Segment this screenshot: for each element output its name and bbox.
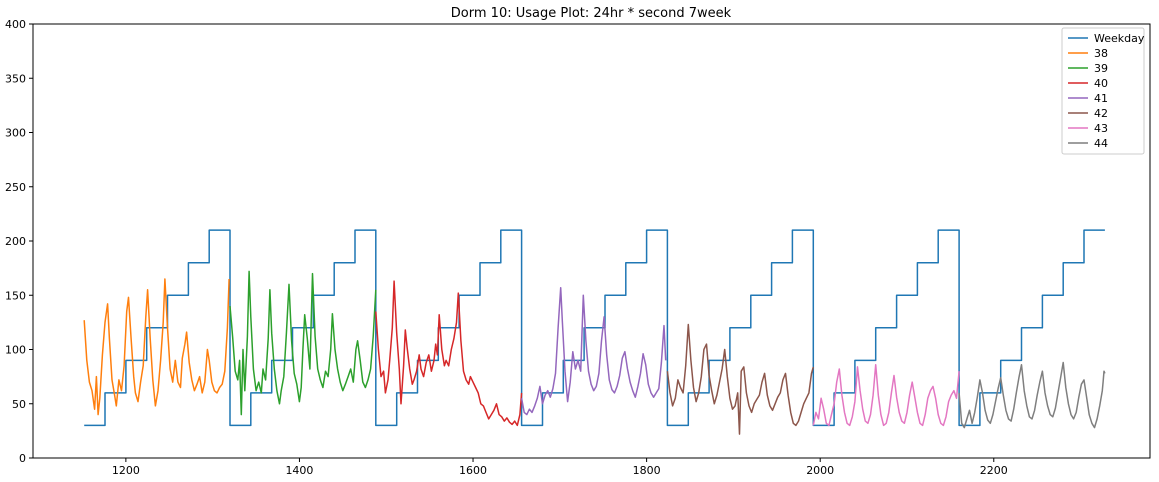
x-tick-label: 1800 — [633, 464, 661, 477]
series-line-38 — [83, 278, 230, 416]
legend-label: 39 — [1094, 62, 1108, 75]
series-line-weekday — [84, 229, 1105, 427]
plot-area — [83, 229, 1106, 435]
x-tick-label: 1400 — [285, 464, 313, 477]
legend: Weekday 38 39 40 41 42 43 44 — [1061, 27, 1145, 155]
legend-label: 43 — [1094, 122, 1108, 135]
chart-title: Dorm 10: Usage Plot: 24hr * second 7week — [451, 6, 732, 21]
legend-label: 44 — [1094, 137, 1108, 150]
series-line-44 — [958, 361, 1106, 429]
legend-label: 42 — [1094, 107, 1108, 120]
y-tick-label: 200 — [5, 235, 26, 248]
y-tick-label: 0 — [19, 452, 26, 465]
y-tick-label: 400 — [5, 18, 26, 31]
series-line-41 — [520, 286, 667, 416]
x-tick-label: 2200 — [980, 464, 1008, 477]
legend-box — [1061, 27, 1145, 155]
y-tick-label: 350 — [5, 72, 26, 85]
series-line-43 — [812, 363, 960, 427]
y-tick-label: 150 — [5, 289, 26, 302]
y-tick-label: 250 — [5, 181, 26, 194]
series-line-42 — [666, 323, 815, 435]
x-axis: 1200 1400 1600 1800 2000 2200 — [112, 458, 1008, 477]
x-tick-label: 1600 — [459, 464, 487, 477]
series-line-39 — [229, 270, 377, 416]
legend-label: 38 — [1094, 47, 1108, 60]
series-line-40 — [375, 280, 523, 427]
x-tick-label: 1200 — [112, 464, 140, 477]
x-tick-label: 2000 — [806, 464, 834, 477]
y-axis: 0 50 100 150 200 250 300 350 400 — [5, 18, 33, 465]
legend-label: 41 — [1094, 92, 1108, 105]
legend-label: Weekday — [1094, 32, 1145, 45]
y-tick-label: 50 — [12, 398, 26, 411]
y-tick-label: 300 — [5, 127, 26, 140]
legend-label: 40 — [1094, 77, 1108, 90]
y-tick-label: 100 — [5, 344, 26, 357]
